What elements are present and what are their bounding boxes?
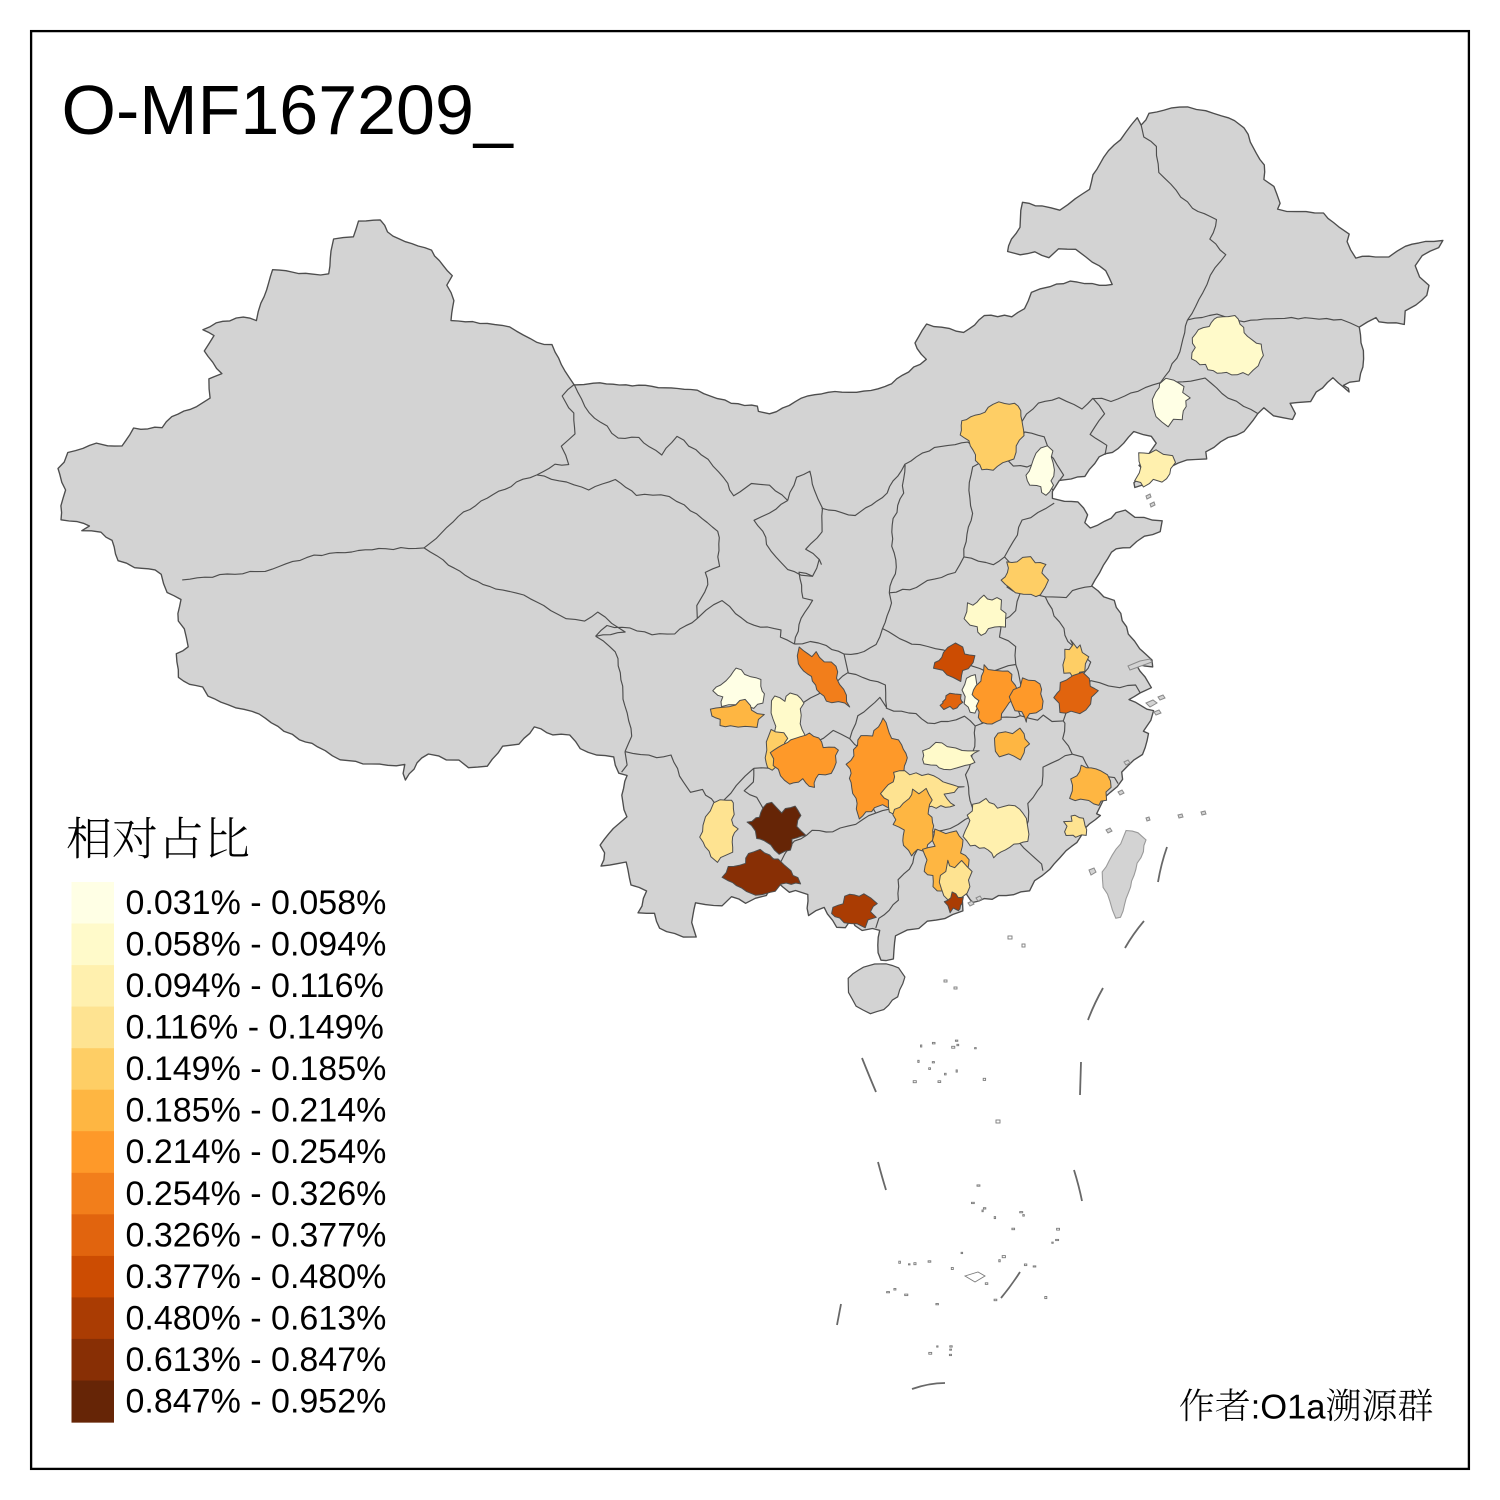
svg-text:0.031% - 0.058%: 0.031% - 0.058% [126,884,387,922]
svg-text:0.480% - 0.613%: 0.480% - 0.613% [126,1299,387,1337]
svg-text:0.185% - 0.214%: 0.185% - 0.214% [126,1092,387,1130]
svg-text:0.254% - 0.326%: 0.254% - 0.326% [126,1175,387,1213]
svg-text:0.149% - 0.185%: 0.149% - 0.185% [126,1050,387,1088]
svg-text:0.094% - 0.116%: 0.094% - 0.116% [126,967,384,1005]
svg-text:0.847% - 0.952%: 0.847% - 0.952% [126,1383,387,1421]
svg-text:0.613% - 0.847%: 0.613% - 0.847% [126,1341,387,1379]
svg-text:0.214% - 0.254%: 0.214% - 0.254% [126,1133,387,1171]
svg-text:O-MF167209_: O-MF167209_ [62,71,514,149]
svg-text:0.377% - 0.480%: 0.377% - 0.480% [126,1258,387,1296]
svg-text:0.116% - 0.149%: 0.116% - 0.149% [126,1009,384,1047]
svg-text:0.326% - 0.377%: 0.326% - 0.377% [126,1216,387,1254]
svg-text:0.058% - 0.094%: 0.058% - 0.094% [126,926,387,964]
